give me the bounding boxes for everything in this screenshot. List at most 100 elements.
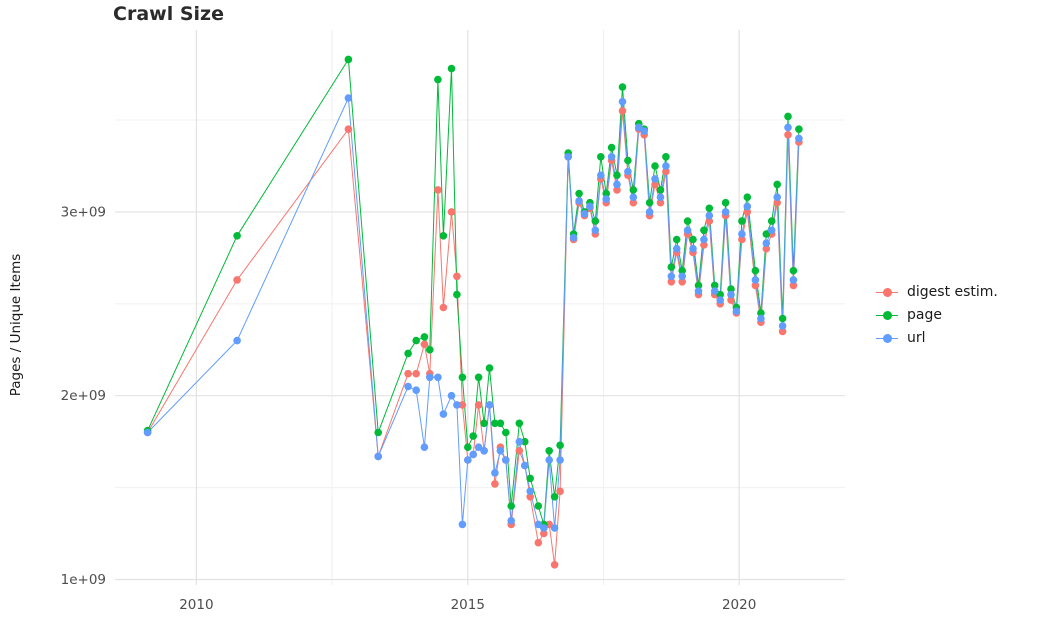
data-point-digest-estim (773, 198, 781, 207)
data-point-url (586, 202, 594, 211)
data-point-digest-estim (700, 241, 708, 249)
data-point-digest-estim (420, 340, 429, 349)
data-point-url (474, 443, 483, 452)
data-point-url (515, 437, 524, 446)
data-point-digest-estim (651, 180, 659, 189)
data-point-page (515, 419, 524, 428)
data-point-digest-estim (784, 131, 792, 139)
data-point-url (667, 272, 676, 281)
data-point-url (485, 401, 494, 409)
data-point-page (607, 143, 616, 152)
data-point-url (496, 447, 505, 455)
data-point-url (556, 456, 564, 464)
data-point-digest-estim (629, 198, 638, 207)
data-point-url (545, 456, 553, 464)
x-tick-label: 2020 (722, 597, 756, 613)
data-point-page (447, 64, 456, 73)
data-point-digest-estim (526, 493, 534, 501)
data-point-page (795, 125, 803, 133)
data-point-page (344, 55, 353, 64)
data-point-url (640, 127, 648, 135)
data-point-url (635, 123, 643, 132)
url-legend-marker-icon (876, 331, 898, 345)
data-point-digest-estim (550, 561, 559, 569)
x-tick-label: 2015 (451, 597, 485, 613)
data-point-url (689, 244, 697, 253)
data-point-url (453, 401, 461, 409)
data-point-digest-estim (515, 447, 524, 455)
data-point-page (757, 309, 765, 317)
legend: digest estim. page url (876, 284, 998, 346)
data-point-url (656, 193, 665, 201)
data-point-page (710, 281, 719, 290)
data-point-url (624, 167, 632, 176)
data-point-page (591, 217, 600, 225)
data-point-url (645, 208, 654, 216)
digest-estim-legend-marker-icon (876, 285, 898, 299)
data-point-url (550, 524, 559, 532)
data-point-url (458, 520, 467, 529)
data-point-url (778, 322, 787, 330)
data-point-url (757, 314, 765, 323)
legend-label-page: page (907, 307, 942, 323)
data-point-page (420, 333, 429, 341)
data-point-digest-estim (458, 401, 467, 409)
data-point-url (439, 410, 448, 418)
data-point-url (469, 450, 478, 459)
data-point-url (580, 210, 589, 218)
data-point-page (767, 217, 776, 225)
data-point-page (485, 364, 494, 372)
data-point-url (434, 373, 442, 382)
series-line-url (147, 96, 800, 529)
data-point-page (412, 336, 421, 345)
data-point-page (374, 428, 383, 437)
data-point-page (404, 349, 412, 358)
data-point-page (683, 217, 692, 225)
chart-title: Crawl Size (113, 3, 224, 25)
legend-label-url: url (907, 330, 926, 346)
data-point-digest-estim (662, 167, 670, 176)
data-point-url (526, 487, 534, 496)
data-point-url (773, 193, 781, 201)
data-point-page (656, 186, 665, 194)
data-point-digest-estim (656, 198, 665, 207)
data-point-page (545, 447, 553, 455)
data-point-digest-estim (412, 369, 421, 378)
data-point-url (412, 386, 421, 395)
data-point-digest-estim (738, 235, 746, 244)
data-point-digest-estim (540, 529, 548, 538)
series-line-digest-estim (147, 110, 800, 565)
data-point-digest-estim (727, 296, 735, 304)
y-tick-label: 3e+09 (61, 204, 106, 220)
data-point-page (651, 162, 659, 170)
data-point-url (597, 171, 605, 179)
data-point-url (694, 287, 703, 295)
data-point-page (778, 314, 787, 323)
data-point-digest-estim (545, 520, 553, 529)
data-point-page (629, 186, 638, 194)
data-point-page (491, 419, 499, 428)
data-point-page (521, 437, 529, 446)
data-point-url (420, 443, 429, 452)
data-point-page (613, 171, 621, 179)
data-point-page (233, 232, 241, 240)
data-point-page (550, 493, 559, 501)
data-point-url (344, 94, 353, 102)
data-point-page (464, 443, 472, 452)
data-point-page (469, 432, 478, 440)
data-point-url (618, 97, 627, 106)
data-point-page (458, 373, 467, 382)
data-point-page (434, 75, 442, 84)
data-point-page (496, 419, 505, 428)
data-point-page (526, 474, 534, 483)
data-point-digest-estim (743, 208, 752, 216)
data-point-digest-estim (344, 125, 353, 133)
data-point-url (607, 153, 616, 161)
data-point-digest-estim (404, 369, 412, 378)
data-point-page (426, 346, 434, 354)
data-point-page (784, 112, 792, 121)
data-point-url (732, 307, 741, 316)
data-point-digest-estim (789, 281, 798, 290)
data-point-url (789, 276, 798, 284)
